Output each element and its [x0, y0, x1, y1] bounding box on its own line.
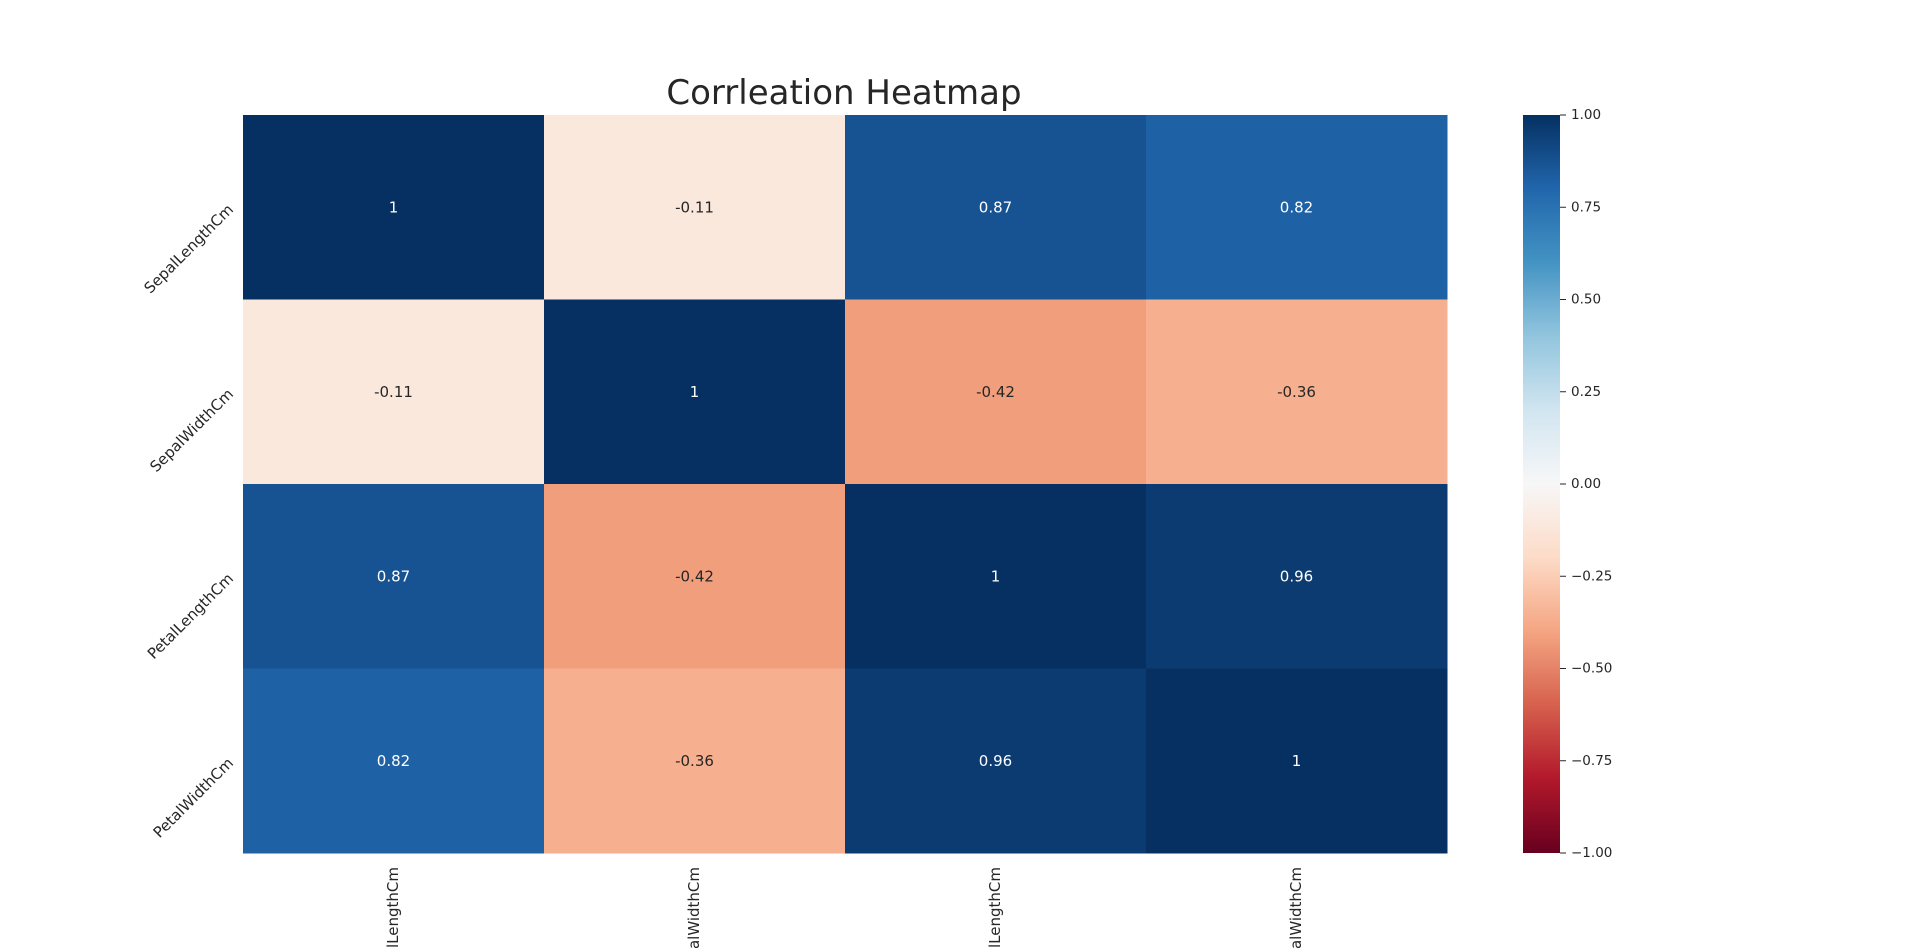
- heatmap-cell: [544, 115, 846, 300]
- colorbar-tick-label: 0.75: [1571, 199, 1601, 215]
- y-tick-label: PetalLengthCm: [144, 570, 237, 663]
- heatmap-cell: [845, 668, 1147, 854]
- heatmap-cell: [243, 115, 545, 300]
- x-tick-label: PetalWidthCm: [1287, 867, 1305, 948]
- heatmap-cell: [243, 299, 545, 485]
- heatmap-cell: [1146, 115, 1448, 300]
- heatmap-annotations: 1 -0.11 0.87 0.82 -0.11 1 -0.42 -0.36 0.87 -0.42 1…: [374, 198, 1316, 770]
- x-tick-labels: SepalLengthCm SepalWidthCm PetalLengthCm Pe…: [384, 867, 1305, 948]
- colorbar-tick-label: 0.50: [1571, 292, 1601, 308]
- colorbar-tick-label: −0.25: [1571, 568, 1612, 584]
- heatmap-cell: [243, 668, 545, 854]
- chart-title: Corrleation Heatmap: [666, 73, 1021, 113]
- heatmap-cell: [544, 299, 846, 485]
- cell-annotation: 1: [389, 198, 399, 216]
- cell-annotation: 0.96: [979, 752, 1012, 770]
- colorbar-tick-label: 1.00: [1571, 107, 1601, 123]
- cell-annotation: 0.87: [979, 198, 1012, 216]
- heatmap-cell: [1146, 484, 1448, 669]
- x-tick-label: SepalLengthCm: [384, 867, 402, 948]
- cell-annotation: 0.82: [377, 752, 410, 770]
- heatmap-cells: [243, 115, 1448, 854]
- cell-annotation: 1: [991, 567, 1001, 585]
- cell-annotation: -0.42: [976, 383, 1015, 401]
- colorbar-tick-label: 0.00: [1571, 476, 1601, 492]
- heatmap-cell: [845, 484, 1147, 669]
- cell-annotation: 0.96: [1280, 567, 1313, 585]
- cell-annotation: -0.11: [374, 383, 413, 401]
- cell-annotation: 0.82: [1280, 198, 1313, 216]
- colorbar-gradient: [1523, 115, 1560, 853]
- y-tick-labels: SepalLengthCm SepalWidthCm PetalLengthCm Pe…: [141, 201, 237, 842]
- colorbar-tick-label: 0.25: [1571, 384, 1601, 400]
- cell-annotation: 1: [1292, 752, 1302, 770]
- y-tick-label: PetalWidthCm: [150, 754, 237, 841]
- x-tick-label: SepalWidthCm: [685, 867, 703, 948]
- y-tick-label: SepalWidthCm: [146, 385, 237, 476]
- colorbar: 1.00 0.75 0.50 0.25 0.00 −0.25 −0.50 −0.75 −1.00: [1523, 107, 1612, 861]
- cell-annotation: -0.11: [675, 198, 714, 216]
- heatmap-cell: [1146, 299, 1448, 485]
- y-tick-label: SepalLengthCm: [141, 201, 237, 297]
- colorbar-tick-label: −0.50: [1571, 661, 1612, 677]
- colorbar-tick-label: −1.00: [1571, 845, 1612, 861]
- cell-annotation: 1: [690, 383, 700, 401]
- cell-annotation: 0.87: [377, 567, 410, 585]
- heatmap-cell: [544, 484, 846, 669]
- cell-annotation: -0.42: [675, 567, 714, 585]
- heatmap-cell: [845, 299, 1147, 485]
- heatmap-cell: [845, 115, 1147, 300]
- heatmap-cell: [243, 484, 545, 669]
- heatmap-cell: [1146, 668, 1448, 854]
- colorbar-tick-label: −0.75: [1571, 753, 1612, 769]
- cell-annotation: -0.36: [1277, 383, 1316, 401]
- cell-annotation: -0.36: [675, 752, 714, 770]
- x-tick-label: PetalLengthCm: [986, 867, 1004, 948]
- heatmap-cell: [544, 668, 846, 854]
